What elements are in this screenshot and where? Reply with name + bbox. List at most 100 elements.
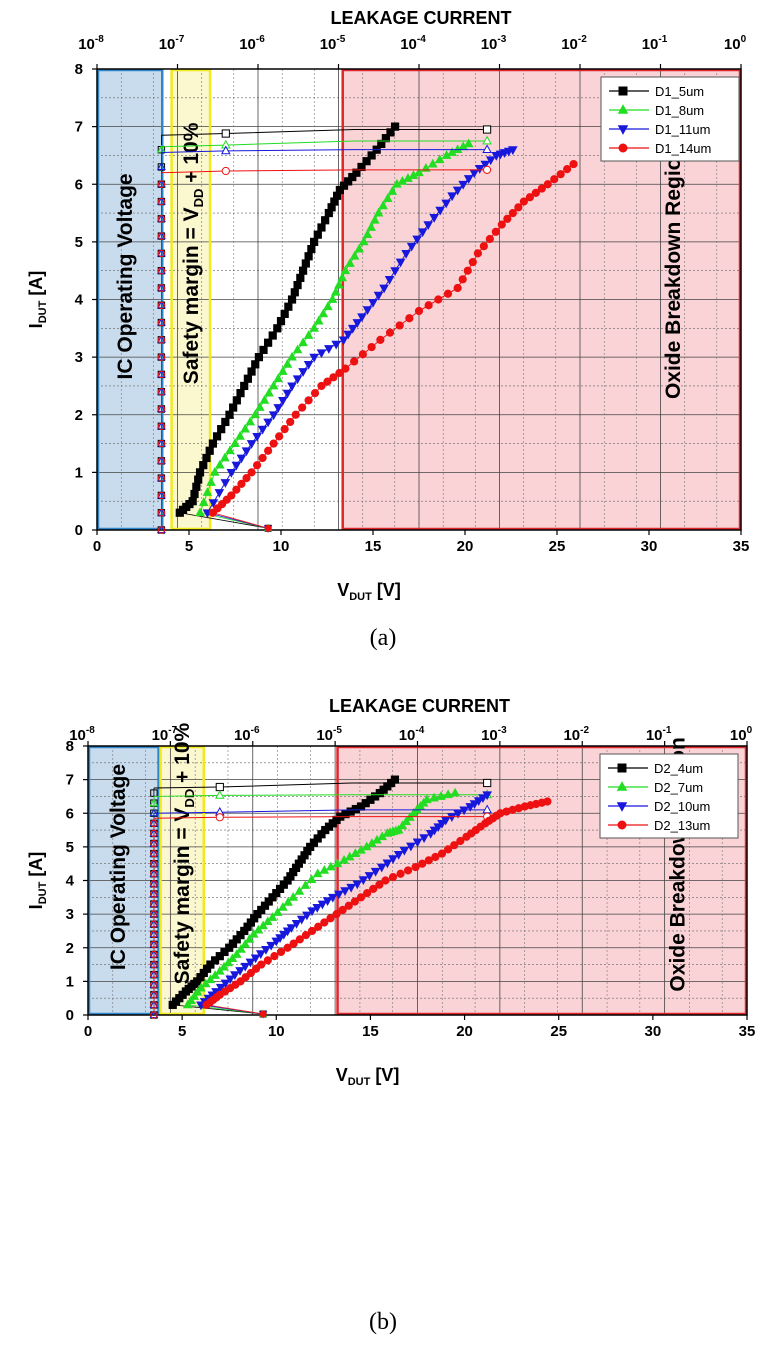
y-tick-label: 5 xyxy=(75,234,83,251)
iv-point xyxy=(248,928,259,938)
y-tick-label: 7 xyxy=(75,119,83,136)
leakage-point xyxy=(157,370,166,379)
iv-point xyxy=(291,410,300,419)
iv-point xyxy=(519,197,528,206)
iv-point xyxy=(289,939,298,948)
iv-point xyxy=(314,922,323,931)
x-tick-label: 10 xyxy=(273,538,290,555)
iv-point xyxy=(200,978,211,988)
leakage-end-point xyxy=(215,782,224,792)
legend-marker xyxy=(617,763,627,773)
x-tick-label: 0 xyxy=(84,1023,92,1040)
iv-point xyxy=(210,956,220,965)
iv-point xyxy=(229,403,238,412)
legend-marker xyxy=(616,802,628,812)
iv-point xyxy=(338,336,349,346)
iv-point xyxy=(366,222,376,231)
iv-point xyxy=(340,265,351,275)
iv-point xyxy=(352,319,363,328)
iv-point xyxy=(473,249,482,258)
leakage-point xyxy=(150,960,158,969)
iv-point xyxy=(345,258,355,267)
iv-point xyxy=(298,266,308,275)
x-tick-label: 0 xyxy=(93,538,101,555)
iv-point xyxy=(310,237,319,246)
iv-point xyxy=(195,507,205,517)
iv-point xyxy=(295,935,304,944)
iv-point xyxy=(396,869,405,878)
x-tick-label: 15 xyxy=(365,538,382,555)
iv-point xyxy=(385,328,395,337)
leakage-point xyxy=(150,829,158,838)
leakage-point xyxy=(157,457,166,465)
leakage-drop-line xyxy=(212,512,269,529)
iv-point xyxy=(357,313,367,323)
legend-label: D1_5um xyxy=(655,84,704,99)
leakage-point xyxy=(150,910,158,918)
iv-point xyxy=(245,416,255,426)
iv-point xyxy=(367,151,376,160)
iv-point xyxy=(293,280,302,290)
leakage-point xyxy=(150,870,158,878)
iv-point xyxy=(246,440,257,449)
iv-point xyxy=(434,154,445,164)
leakage-point xyxy=(157,232,166,240)
iv-point xyxy=(569,159,578,169)
legend-label: D2_4um xyxy=(654,761,703,776)
iv-point xyxy=(241,973,250,982)
iv-point xyxy=(326,861,336,871)
iv-point xyxy=(337,272,347,282)
iv-point xyxy=(350,897,359,906)
iv-point xyxy=(264,446,273,455)
iv-point xyxy=(406,242,417,252)
iv-point xyxy=(405,314,414,323)
iv-point xyxy=(205,974,216,984)
iv-point xyxy=(287,382,297,392)
iv-point xyxy=(563,165,572,174)
top-tick-label: 10-6 xyxy=(239,34,265,53)
leakage-end-point xyxy=(482,135,492,145)
iv-point xyxy=(418,859,427,868)
iv-point xyxy=(245,958,256,968)
iv-point xyxy=(230,438,240,447)
iv-point xyxy=(304,396,313,405)
iv-point xyxy=(356,893,366,902)
iv-point xyxy=(401,250,411,259)
series-D2_10um xyxy=(149,791,492,1019)
iv-point xyxy=(251,964,261,973)
legend: D1_5um D1_8um D1_11um D1_14um xyxy=(600,76,740,162)
iv-point xyxy=(236,977,245,986)
top-tick-label: 10-6 xyxy=(234,725,260,744)
region-label-0: IC Operating Voltage xyxy=(107,764,130,970)
iv-point xyxy=(447,192,457,202)
leakage-point xyxy=(149,798,159,807)
iv-point xyxy=(282,358,293,368)
legend-marker xyxy=(617,125,629,135)
iv-point xyxy=(358,236,369,246)
y-tick-label: 2 xyxy=(75,407,83,424)
y-tick-label: 7 xyxy=(66,772,74,789)
chart-panel-a: IC Operating Voltage Safety margin = VDD … xyxy=(26,8,749,603)
iv-point xyxy=(240,962,251,972)
region-outline-2 xyxy=(336,745,748,1016)
iv-point xyxy=(406,842,416,852)
leakage-end-point xyxy=(221,166,230,176)
iv-point xyxy=(227,491,236,500)
iv-point xyxy=(253,924,264,934)
iv-point xyxy=(220,452,230,462)
iv-point xyxy=(296,273,305,282)
iv-point xyxy=(221,417,230,427)
top-tick-label: 10-1 xyxy=(642,34,668,53)
legend-label: D2_13um xyxy=(654,818,710,833)
iv-point xyxy=(463,175,474,184)
iv-point xyxy=(363,889,372,898)
y-tick-label: 8 xyxy=(75,61,83,78)
iv-point xyxy=(443,845,453,854)
iv-point xyxy=(423,221,434,230)
leakage-line xyxy=(161,149,488,154)
leakage-point xyxy=(150,900,158,908)
y-tick-label: 3 xyxy=(75,349,83,366)
leakage-line xyxy=(161,169,488,174)
chart-panel-b: IC Operating Voltage Safety margin = VDD … xyxy=(26,696,755,1088)
